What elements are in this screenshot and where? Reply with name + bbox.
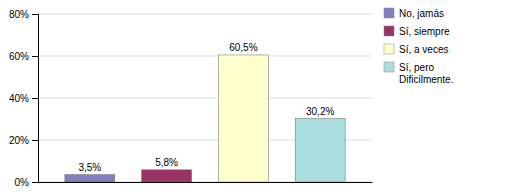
y-tick-mark	[32, 140, 38, 141]
y-axis-line	[32, 15, 39, 183]
legend-swatch	[384, 26, 394, 36]
grid-line	[38, 56, 372, 57]
y-tick-label: 60%	[9, 51, 29, 62]
grid-line	[38, 98, 372, 99]
plot: 0% 20% 40% 60% 80% 3,5% 5,8% 60,5% 30,2%	[9, 9, 373, 188]
y-tick: 20%	[9, 135, 38, 146]
legend: No, jamás Sí, siempre Sí, a veces Sí, peroD…	[384, 8, 453, 85]
bar	[218, 55, 268, 182]
bar	[142, 170, 192, 182]
data-label: 5,8%	[155, 157, 178, 168]
bar	[295, 119, 345, 182]
x-axis-line	[39, 182, 373, 183]
data-label: 30,2%	[306, 106, 334, 117]
legend-swatch	[384, 44, 394, 54]
legend-label: Sí, peroDificilmente.	[399, 62, 453, 85]
y-tick-label: 0%	[15, 177, 30, 188]
y-tick-mark	[32, 182, 38, 183]
legend-item: Sí, a veces	[384, 44, 448, 55]
bar	[65, 175, 115, 182]
data-labels: 3,5% 5,8% 60,5% 30,2%	[78, 42, 334, 173]
legend-swatch	[384, 62, 394, 72]
legend-label: Sí, a veces	[399, 44, 448, 55]
x-axis	[39, 182, 373, 183]
legend-label: Sí, siempre	[399, 26, 450, 37]
y-tick-mark	[32, 56, 38, 57]
y-tick: 60%	[9, 51, 38, 62]
data-label: 3,5%	[78, 162, 101, 173]
chart: 0% 20% 40% 60% 80% 3,5% 5,8% 60,5% 30,2% No, jamá…	[0, 0, 507, 194]
y-tick-label: 40%	[9, 93, 29, 104]
y-tick-label: 80%	[9, 9, 29, 20]
y-tick-mark	[32, 98, 38, 99]
legend-swatch	[384, 8, 394, 18]
y-tick: 0%	[15, 177, 38, 188]
y-axis: 0% 20% 40% 60% 80%	[9, 9, 39, 188]
y-tick-mark	[32, 14, 38, 15]
data-label: 60,5%	[229, 42, 257, 53]
bars	[65, 55, 345, 182]
legend-item: Sí, siempre	[384, 26, 450, 37]
grid-line	[38, 14, 372, 15]
y-tick: 40%	[9, 93, 38, 104]
legend-item: Sí, peroDificilmente.	[384, 62, 453, 85]
y-tick: 80%	[9, 9, 38, 20]
y-tick-label: 20%	[9, 135, 29, 146]
grid	[38, 14, 372, 182]
legend-item: No, jamás	[384, 8, 444, 19]
legend-label: No, jamás	[399, 8, 444, 19]
